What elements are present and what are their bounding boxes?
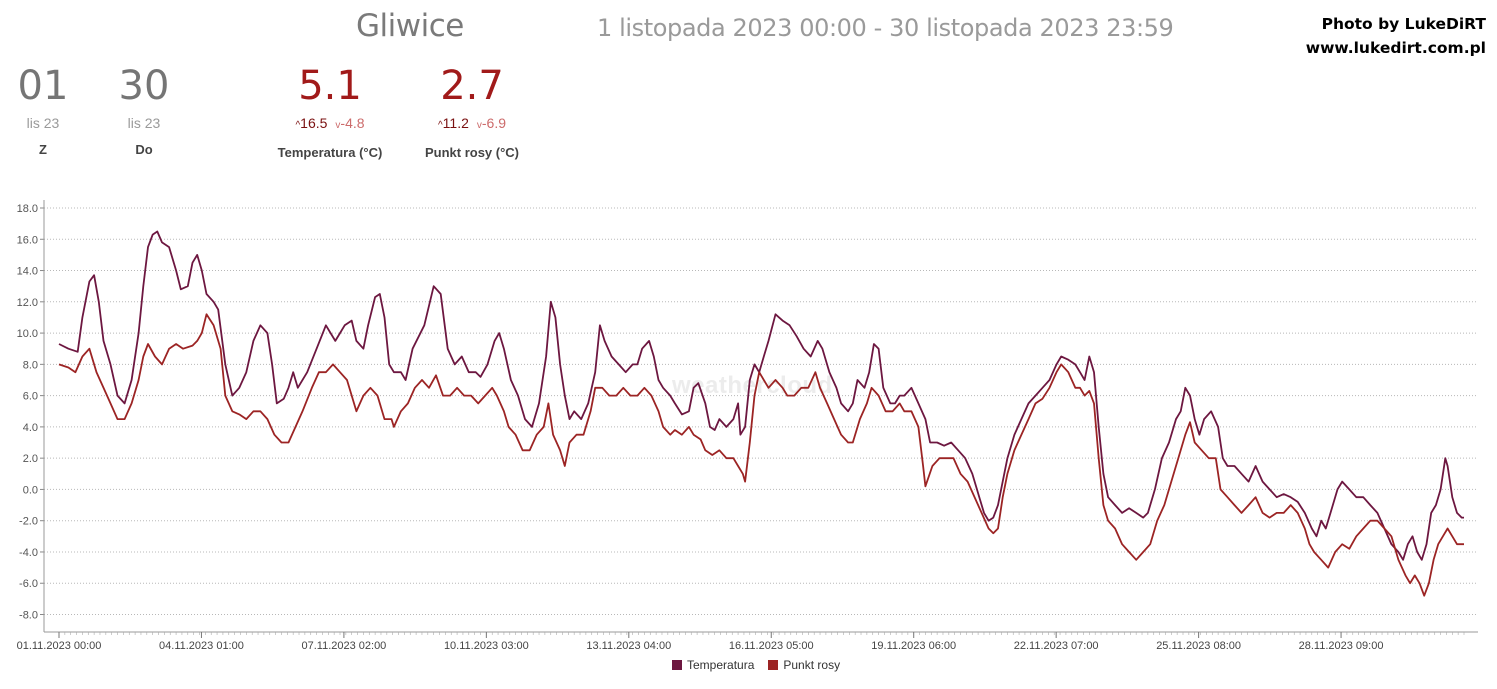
dewpoint-max: ^11.2 bbox=[438, 115, 469, 131]
temperature-label: Temperatura (°C) bbox=[277, 145, 383, 160]
x-tick-label: 13.11.2023 04:00 bbox=[586, 640, 671, 650]
stat-from: 01 lis 23 Z bbox=[14, 62, 72, 157]
x-tick-label: 19.11.2023 06:00 bbox=[871, 640, 956, 650]
y-tick-label: 10.0 bbox=[17, 328, 38, 340]
y-tick-label: -4.0 bbox=[19, 547, 38, 559]
page-title: Gliwice bbox=[356, 8, 464, 44]
temperature-min-value: -4.8 bbox=[340, 115, 365, 131]
dewpoint-range: ^11.2 v-6.9 bbox=[402, 114, 542, 135]
x-tick-label: 07.11.2023 02:00 bbox=[301, 640, 386, 650]
dewpoint-current: 2.7 bbox=[440, 63, 504, 109]
chevron-down-icon: v bbox=[476, 120, 482, 131]
temperature-chart: 18.0 16.0 14.0 12.0 10.0 8.0 6.0 4.0 2.0 0.0 -2.0 -… bbox=[17, 200, 1478, 650]
y-tick-label: 0.0 bbox=[23, 484, 38, 496]
legend-item-temperature[interactable]: Temperatura bbox=[672, 658, 754, 672]
dewpoint-label: Punkt rosy (°C) bbox=[424, 145, 520, 160]
credit-author: Photo by LukeDiRT bbox=[1321, 15, 1486, 33]
temperature-max-value: 16.5 bbox=[300, 115, 328, 131]
y-tick-label: 14.0 bbox=[17, 266, 38, 278]
legend-swatch-temperature bbox=[672, 660, 682, 670]
y-tick-label: -6.0 bbox=[19, 578, 38, 590]
from-day: 01 bbox=[17, 63, 69, 109]
x-tick-label: 04.11.2023 01:00 bbox=[159, 640, 244, 650]
chevron-up-icon: ^ bbox=[437, 120, 443, 131]
dewpoint-min-value: -6.9 bbox=[481, 115, 507, 131]
y-tick-label: 2.0 bbox=[23, 453, 38, 465]
y-tick-label: -2.0 bbox=[19, 516, 38, 528]
dewpoint-max-value: 11.2 bbox=[442, 115, 469, 131]
chevron-up-icon: ^ bbox=[295, 120, 301, 131]
stat-temperature: 5.1 ^16.5 v-4.8 Temperatura (°C) bbox=[260, 62, 400, 160]
legend-item-dewpoint[interactable]: Punkt rosy bbox=[768, 658, 840, 672]
temperature-range: ^16.5 v-4.8 bbox=[260, 114, 400, 135]
chevron-down-icon: v bbox=[335, 120, 341, 131]
dewpoint-min: v-6.9 bbox=[477, 115, 506, 131]
y-tick-label: 8.0 bbox=[23, 359, 38, 371]
dewpoint-series-line bbox=[58, 313, 1464, 597]
x-tick-label: 22.11.2023 07:00 bbox=[1014, 640, 1099, 650]
legend-swatch-dewpoint bbox=[768, 660, 779, 670]
to-label: Do bbox=[135, 142, 153, 157]
from-label: Z bbox=[39, 142, 47, 157]
y-tick-label: 18.0 bbox=[17, 203, 38, 215]
y-tick-label: 4.0 bbox=[23, 422, 38, 434]
date-range: 1 listopada 2023 00:00 - 30 listopada 20… bbox=[597, 14, 1174, 42]
chart-legend: Temperatura Punkt rosy bbox=[672, 658, 840, 672]
from-month: lis 23 bbox=[26, 115, 60, 131]
stat-dewpoint: 2.7 ^11.2 v-6.9 Punkt rosy (°C) bbox=[402, 62, 542, 160]
x-tick-label: 16.11.2023 05:00 bbox=[729, 640, 814, 650]
legend-label-temperature: Temperatura bbox=[687, 658, 755, 672]
credit-website: www.lukedirt.com.pl bbox=[1305, 39, 1486, 57]
y-tick-label: 12.0 bbox=[17, 297, 38, 309]
x-tick-label: 10.11.2023 03:00 bbox=[444, 640, 529, 650]
temperature-series-line bbox=[58, 230, 1464, 561]
stat-to: 30 lis 23 Do bbox=[114, 62, 174, 157]
to-month: lis 23 bbox=[127, 115, 161, 131]
temperature-min: v-4.8 bbox=[335, 115, 364, 131]
x-tick-label: 01.11.2023 00:00 bbox=[17, 640, 102, 650]
y-tick-label: 6.0 bbox=[23, 391, 38, 403]
to-day: 30 bbox=[118, 63, 170, 109]
temperature-max: ^16.5 bbox=[295, 115, 327, 131]
x-tick-label: 25.11.2023 08:00 bbox=[1156, 640, 1241, 650]
y-tick-label: -8.0 bbox=[19, 610, 38, 622]
y-tick-label: 16.0 bbox=[17, 234, 38, 246]
temperature-current: 5.1 bbox=[298, 63, 362, 109]
x-tick-label: 28.11.2023 09:00 bbox=[1299, 640, 1384, 650]
legend-label-dewpoint: Punkt rosy bbox=[783, 658, 841, 672]
photo-credit: Photo by LukeDiRT www.lukedirt.com.pl bbox=[1306, 12, 1486, 60]
